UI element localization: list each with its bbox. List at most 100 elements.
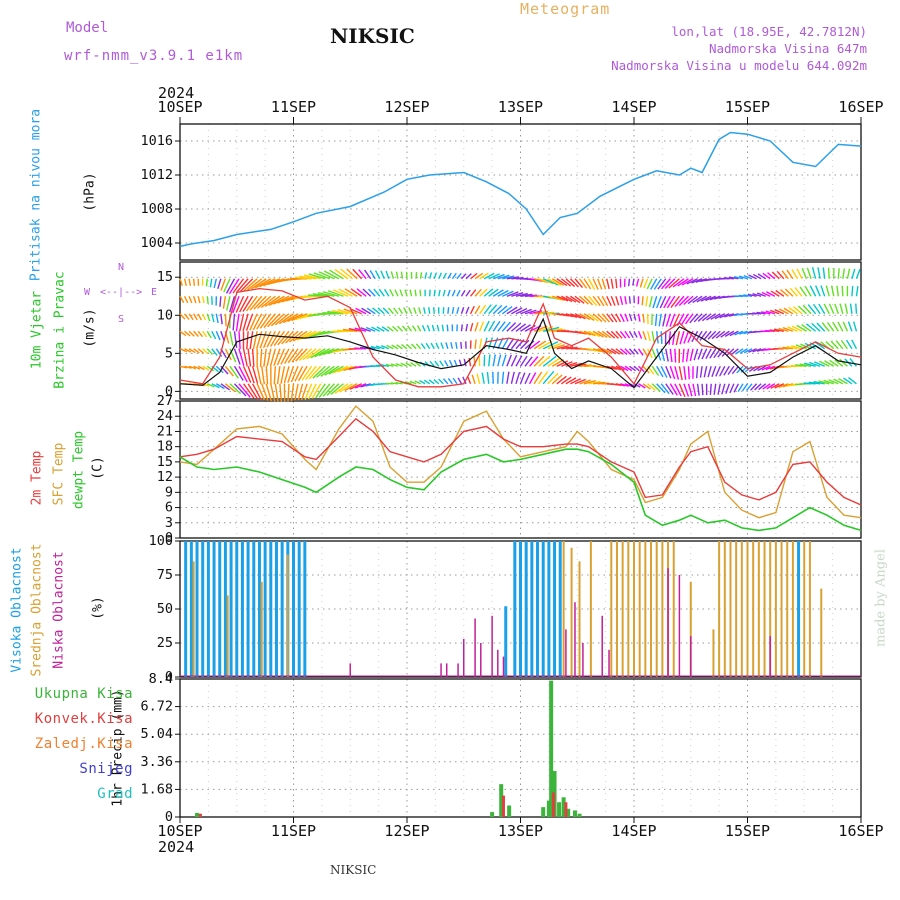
- wind-arrow: [624, 296, 627, 305]
- wind-arrow: [666, 295, 676, 309]
- wind-arrow: [715, 365, 721, 377]
- wind-arrow: [574, 295, 585, 304]
- wind-arrow: [425, 342, 431, 350]
- wind-arrow: [819, 360, 830, 367]
- wind-arrow: [399, 289, 404, 297]
- year-top: 2024: [158, 84, 195, 102]
- wind-arrow: [672, 313, 681, 327]
- ytick-label: 5.04: [140, 726, 173, 742]
- wind-arrow: [669, 383, 678, 396]
- wind-arrow: [588, 295, 598, 307]
- wind-arrow: [340, 268, 353, 280]
- wind-arrow: [769, 309, 780, 315]
- wind-arrow: [736, 365, 744, 374]
- wind-arrow: [395, 271, 399, 279]
- wind-arrow: [842, 268, 846, 279]
- wind-arrow: [488, 288, 499, 297]
- wind-arrow: [701, 348, 708, 360]
- wind-arrow: [662, 313, 667, 327]
- wind-arrow: [380, 270, 385, 280]
- wind-arrow: [823, 303, 830, 315]
- precip-bar-total: [499, 784, 504, 817]
- wind-arrow: [515, 355, 523, 367]
- wind-arrow: [829, 359, 839, 367]
- wind-arrow: [291, 348, 304, 363]
- wind-arrow: [533, 355, 545, 367]
- wind-arrow: [588, 313, 599, 322]
- wind-arrow: [739, 348, 748, 354]
- wind-arrow: [355, 307, 367, 315]
- wind-arrow: [419, 272, 423, 279]
- wind-arrow: [375, 345, 385, 350]
- wind-arrow: [597, 295, 605, 307]
- wind-arrow: [633, 313, 637, 321]
- wind-arrow: [637, 348, 644, 356]
- wind-arrow: [232, 296, 240, 314]
- wind-arrow: [610, 295, 616, 306]
- wind-arrow: [287, 383, 290, 402]
- wind-arrow: [435, 342, 440, 350]
- wind-arrow: [246, 331, 249, 350]
- wind-arrow: [803, 362, 816, 367]
- wind-arrow: [839, 303, 844, 314]
- wind-arrow: [364, 269, 372, 280]
- precip-bar-total: [561, 797, 566, 817]
- panel-frame: [179, 261, 862, 400]
- wind-arrow: [206, 383, 215, 388]
- wind-arrow: [239, 278, 254, 293]
- wind-arrow: [197, 330, 204, 338]
- wind-arrow: [448, 359, 454, 367]
- wind-arrow: [463, 358, 467, 367]
- wind-arrow: [783, 307, 794, 315]
- wind-arrow: [376, 326, 385, 332]
- year-bottom: 2024: [158, 838, 195, 856]
- wind-arrow: [306, 348, 322, 360]
- wind-arrow: [723, 365, 730, 376]
- wind-arrow: [242, 383, 255, 399]
- wind-arrow: [669, 313, 676, 327]
- wind-arrow: [766, 291, 776, 297]
- wind-arrow: [794, 287, 803, 297]
- wind-arrow: [268, 295, 285, 306]
- wind-arrow: [259, 313, 272, 329]
- wind-arrow: [664, 278, 676, 289]
- wind-arrow: [375, 364, 385, 367]
- wind-arrow: [815, 341, 826, 350]
- wind-arrow: [628, 330, 634, 339]
- wind-arrow: [479, 304, 487, 315]
- wind-arrow: [267, 313, 281, 328]
- wind-arrow: [805, 323, 817, 332]
- ytick-label: 1008: [140, 201, 173, 217]
- wind-arrow: [220, 383, 230, 391]
- wind-arrow: [506, 338, 515, 350]
- wind-arrow: [188, 313, 194, 321]
- wind-arrow: [483, 320, 490, 332]
- station-title: NIKSIC: [330, 24, 415, 48]
- wind-arrow: [197, 296, 201, 304]
- wind-arrow: [748, 274, 757, 280]
- wind-arrow: [551, 278, 564, 286]
- wind-arrow: [398, 307, 404, 315]
- wind-arrow: [765, 310, 775, 315]
- wind-arrow: [497, 305, 508, 315]
- wind-arrow: [855, 268, 861, 279]
- wind-arrow: [651, 331, 655, 343]
- wind-arrow: [215, 330, 221, 341]
- wind-arrow: [250, 278, 267, 290]
- wind-arrow: [179, 313, 186, 320]
- wind-arrow: [801, 268, 808, 280]
- wind-arrow: [274, 383, 279, 402]
- wind-arrow: [709, 348, 717, 359]
- wind-arrow: [847, 321, 853, 332]
- wind-arrow: [747, 293, 757, 297]
- wind-arrow: [528, 372, 537, 385]
- wind-arrow: [481, 372, 485, 384]
- wind-arrow: [561, 313, 574, 318]
- wind-arrow: [695, 366, 699, 379]
- wind-arrow: [809, 285, 817, 297]
- wind-arrow: [377, 307, 385, 315]
- wind-arrow: [683, 383, 690, 397]
- wind-arrow: [242, 365, 252, 383]
- wind-arrow: [219, 296, 222, 307]
